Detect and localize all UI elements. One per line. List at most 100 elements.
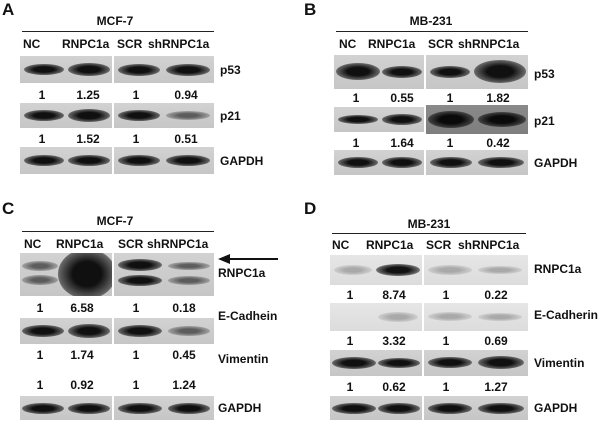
quant-b-p21-2: 1.64 bbox=[390, 136, 414, 150]
band bbox=[378, 312, 418, 322]
band bbox=[378, 358, 420, 368]
lane-label-d-4: shRNPC1a bbox=[458, 238, 520, 252]
band bbox=[22, 275, 58, 285]
band bbox=[24, 155, 64, 166]
blot-d-vimentin-left bbox=[330, 350, 422, 376]
quant-d-ecad-1: 1 bbox=[346, 334, 354, 348]
quant-d-vim-1: 1 bbox=[346, 380, 354, 394]
blot-a-p21-left bbox=[20, 103, 112, 128]
band bbox=[118, 110, 160, 121]
protein-label-c-ecadhein: E-Cadhein bbox=[218, 309, 278, 323]
blot-a-gapdh-right bbox=[114, 147, 214, 174]
band bbox=[430, 157, 472, 168]
lane-label-b-2: RNPC1a bbox=[368, 37, 416, 51]
band bbox=[168, 403, 210, 414]
arrow-left-icon bbox=[218, 254, 278, 264]
protein-label-a-p21: p21 bbox=[220, 109, 241, 123]
quant-d-rnpc1a-2: 8.74 bbox=[382, 288, 406, 302]
blot-b-p21-left bbox=[334, 107, 424, 132]
protein-label-d-vimentin: Vimentin bbox=[534, 356, 585, 370]
band bbox=[68, 109, 110, 122]
cell-line-title-d: MB-231 bbox=[407, 217, 451, 231]
panel-letter-c: C bbox=[2, 199, 15, 218]
band bbox=[68, 155, 110, 166]
protein-label-a-p53: p53 bbox=[220, 63, 241, 77]
band bbox=[22, 403, 64, 414]
band bbox=[118, 155, 160, 166]
quant-d-ecad-4: 0.69 bbox=[484, 334, 508, 348]
blot-a-gapdh-left bbox=[20, 147, 112, 174]
blot-b-p53-right bbox=[426, 55, 528, 89]
cell-line-rule-b bbox=[336, 31, 528, 32]
lane-label-d-2: RNPC1a bbox=[366, 238, 414, 252]
quant-c-ecad-3: 1 bbox=[132, 348, 140, 362]
quant-d-vim-4: 1.27 bbox=[484, 380, 508, 394]
blot-d-vimentin-right bbox=[424, 350, 528, 376]
quant-c-vim-4: 1.24 bbox=[172, 378, 196, 392]
protein-label-b-p53: p53 bbox=[534, 67, 555, 81]
blot-c-rnpc1a-right bbox=[114, 253, 214, 296]
band bbox=[478, 157, 524, 168]
blot-c-gapdh-right bbox=[114, 396, 214, 420]
blot-b-gapdh-right bbox=[426, 150, 528, 175]
blot-b-p21-right bbox=[426, 105, 528, 134]
lane-label-d-3: SCR bbox=[426, 238, 452, 252]
cell-line-title-c: MCF-7 bbox=[96, 214, 134, 228]
band bbox=[382, 157, 422, 168]
lane-label-b-4: shRNPC1a bbox=[458, 37, 520, 51]
quant-a-p53-4: 0.94 bbox=[174, 88, 198, 102]
band bbox=[24, 110, 64, 121]
cell-line-rule-c bbox=[22, 231, 214, 232]
quant-b-p21-1: 1 bbox=[352, 136, 360, 150]
band bbox=[382, 66, 422, 78]
lane-label-b-3: SCR bbox=[428, 37, 454, 51]
band bbox=[474, 60, 526, 83]
lane-label-d-1: NC bbox=[332, 238, 350, 252]
lane-label-a-2: RNPC1a bbox=[62, 37, 110, 51]
quant-b-p53-3: 1 bbox=[446, 91, 454, 105]
quant-c-rnpc1a-4: 0.18 bbox=[172, 301, 196, 315]
blot-c-e-cadhein-left-visible bbox=[20, 318, 112, 344]
band bbox=[68, 324, 110, 338]
protein-label-d-ecadherin: E-Cadherin bbox=[534, 308, 599, 322]
quant-c-vim-3: 1 bbox=[132, 378, 140, 392]
band bbox=[428, 357, 472, 368]
quant-d-ecad-2: 3.32 bbox=[382, 334, 406, 348]
quant-d-rnpc1a-3: 1 bbox=[442, 288, 450, 302]
cell-line-rule-a bbox=[22, 31, 214, 32]
quant-a-p53-1: 1 bbox=[38, 88, 46, 102]
band bbox=[478, 112, 526, 127]
cell-line-rule-d bbox=[332, 233, 526, 234]
quant-d-ecad-3: 1 bbox=[442, 334, 450, 348]
band bbox=[168, 326, 210, 336]
lane-label-c-4: shRNPC1a bbox=[147, 237, 209, 251]
quant-a-p53-3: 1 bbox=[132, 88, 140, 102]
quant-a-p21-3: 1 bbox=[132, 132, 140, 146]
band bbox=[428, 403, 472, 414]
blot-a-p53-right bbox=[114, 56, 214, 83]
quant-c-vim-2: 0.92 bbox=[70, 378, 94, 392]
blot-d-ecadherin-right bbox=[424, 303, 528, 331]
band bbox=[478, 313, 522, 321]
quant-c-ecad-2: 1.74 bbox=[70, 348, 94, 362]
quant-c-vim-1: 1 bbox=[36, 378, 44, 392]
cell-line-title-b: MB-231 bbox=[409, 14, 453, 28]
band bbox=[338, 115, 378, 124]
blot-d-ecadherin-left bbox=[330, 303, 422, 331]
blot-d-rnpc1a-right bbox=[424, 255, 528, 285]
band bbox=[338, 157, 378, 168]
quant-d-rnpc1a-4: 0.22 bbox=[484, 288, 508, 302]
lane-label-b-1: NC bbox=[339, 37, 357, 51]
lane-label-a-4: shRNPC1a bbox=[148, 37, 210, 51]
band bbox=[428, 312, 472, 321]
band bbox=[118, 325, 162, 337]
band bbox=[428, 111, 474, 128]
band bbox=[478, 266, 522, 274]
quant-b-p21-3: 1 bbox=[446, 136, 454, 150]
protein-label-a-gapdh: GAPDH bbox=[220, 154, 264, 168]
quant-d-rnpc1a-1: 1 bbox=[346, 288, 354, 302]
quant-b-p53-1: 1 bbox=[352, 91, 360, 105]
lane-label-a-1: NC bbox=[23, 37, 41, 51]
protein-label-d-gapdh: GAPDH bbox=[534, 401, 578, 415]
band bbox=[168, 276, 210, 285]
